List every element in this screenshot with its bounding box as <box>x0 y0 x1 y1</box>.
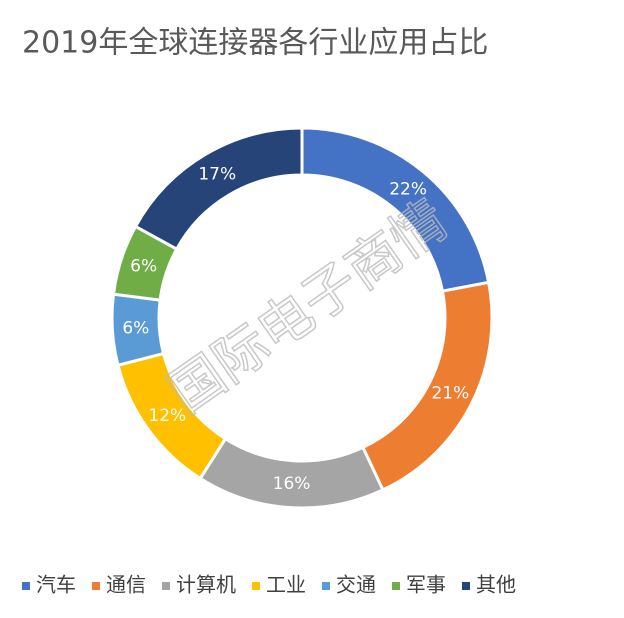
legend-swatch <box>252 582 260 590</box>
legend-label: 交通 <box>336 573 376 597</box>
legend-label: 军事 <box>406 573 446 597</box>
legend-swatch <box>462 582 470 590</box>
legend-label: 汽车 <box>36 573 76 597</box>
data-label: 21% <box>431 384 469 404</box>
legend-swatch <box>322 582 330 590</box>
data-label: 12% <box>148 406 186 426</box>
legend-swatch <box>92 582 100 590</box>
chart-title: 2019年全球连接器各行业应用占比 <box>22 26 488 61</box>
data-label: 6% <box>130 257 157 277</box>
legend-label: 计算机 <box>176 573 236 597</box>
legend-swatch <box>22 582 30 590</box>
donut-segment <box>133 126 304 252</box>
legend-label: 通信 <box>106 573 146 597</box>
legend-label: 其他 <box>476 573 516 597</box>
data-label: 6% <box>122 318 149 338</box>
legend-swatch <box>392 582 400 590</box>
data-label: 17% <box>198 165 236 185</box>
data-label: 22% <box>389 180 427 200</box>
legend-label: 工业 <box>266 573 306 597</box>
legend-swatch <box>162 582 170 590</box>
data-label: 16% <box>273 474 311 494</box>
